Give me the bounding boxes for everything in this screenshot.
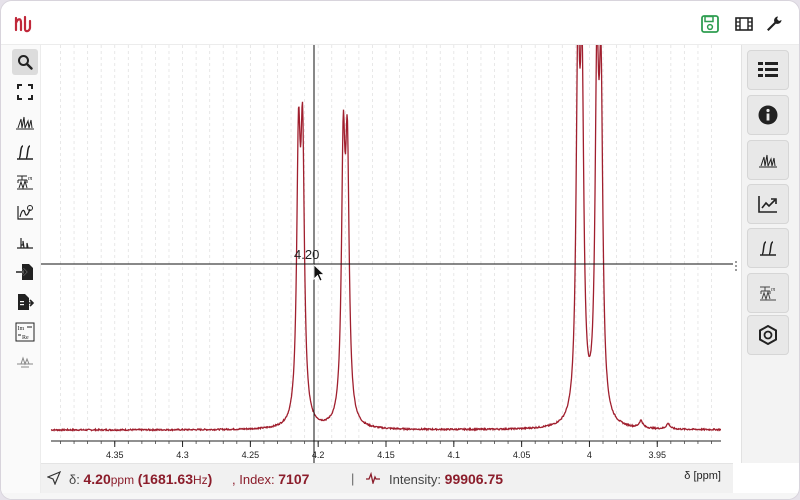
x-tick-label: 4.1 — [448, 450, 461, 460]
axis-unit-label: δ [ppm] — [684, 470, 721, 482]
information-icon[interactable] — [747, 95, 789, 135]
panel-splitter[interactable] — [734, 259, 738, 273]
intensity-label: Intensity: — [389, 472, 442, 487]
delta-unit: ppm — [110, 473, 135, 487]
x-tick-label: 4.35 — [106, 450, 124, 460]
multiplets-panel-icon[interactable]: m — [747, 273, 789, 313]
svg-text:Im: Im — [18, 326, 25, 332]
intensity-value: 99906.75 — [444, 471, 504, 487]
spectrum-tool-icon[interactable] — [12, 349, 38, 375]
baseline-icon[interactable] — [12, 229, 38, 255]
status-separator: | — [351, 471, 355, 486]
index-value: 7107 — [278, 471, 310, 487]
crosshair-label: 4.20 — [294, 247, 319, 262]
delta-value: 4.20 — [83, 471, 111, 487]
phase-correction-icon[interactable] — [12, 199, 38, 225]
mouse-cursor-icon — [313, 264, 326, 282]
delta-readout: δ: 4.20ppm (1681.63Hz) — [69, 471, 212, 487]
delta-prefix: δ: — [69, 472, 80, 487]
integrals-panel-icon[interactable] — [747, 228, 789, 268]
save-icon[interactable] — [699, 13, 721, 35]
export-icon[interactable] — [12, 289, 38, 315]
intensity-icon — [365, 471, 381, 487]
peaks-panel-icon[interactable] — [747, 140, 789, 180]
index-label: , Index: — [232, 472, 275, 487]
integral-icon[interactable] — [12, 139, 38, 165]
svg-text:Re: Re — [22, 335, 29, 341]
x-tick-label: 4.2 — [312, 450, 325, 460]
wrench-icon[interactable] — [763, 13, 785, 35]
top-toolbar — [1, 1, 799, 45]
real-imaginary-icon[interactable]: Im Re — [12, 319, 38, 345]
chart-export-icon[interactable] — [747, 184, 789, 224]
hz-unit: Hz — [192, 473, 208, 487]
intensity-readout: Intensity: 99906.75 — [389, 471, 503, 487]
status-bar: δ: 4.20ppm (1681.63Hz) , Index: 7107 | I… — [41, 463, 733, 493]
x-tick-label: 4.05 — [513, 450, 531, 460]
index-readout: , Index: 7107 — [232, 471, 309, 487]
right-panel-bar: m — [741, 45, 799, 463]
x-tick-label: 4 — [587, 450, 592, 460]
hz-open: ( — [137, 471, 143, 487]
hz-value: 1681.63 — [142, 471, 193, 487]
full-screen-icon[interactable] — [12, 79, 38, 105]
peak-picking-icon[interactable] — [12, 109, 38, 135]
x-axis: 4.35 4.3 4.25 4.2 4.15 4.1 4.05 4 3.95 — [51, 440, 721, 460]
bottom-strip — [1, 493, 799, 499]
import-icon[interactable] — [12, 259, 38, 285]
splitter-dots-icon — [735, 261, 737, 271]
structures-panel-icon[interactable] — [747, 315, 789, 355]
x-tick-label: 3.95 — [648, 450, 666, 460]
spectrum-trace — [50, 8, 722, 432]
multiplet-icon[interactable]: m — [12, 169, 38, 195]
hz-close: ) — [207, 471, 213, 487]
x-tick-label: 4.15 — [377, 450, 395, 460]
spectra-list-icon[interactable] — [747, 50, 789, 90]
x-tick-label: 4.3 — [176, 450, 189, 460]
spectrum-plot[interactable]: 4.35 4.3 4.25 4.2 4.15 4.1 4.05 4 3.95 4.20 — [41, 8, 733, 463]
svg-text:m: m — [771, 287, 776, 293]
spectrum-chart[interactable]: 4.35 4.3 4.25 4.2 4.15 4.1 4.05 4 3.95 4.20 — [41, 8, 733, 463]
grid-lines — [60, 45, 712, 441]
navigation-arrow-icon — [46, 470, 62, 488]
x-tick-label: 4.25 — [242, 450, 260, 460]
zoom-tool-icon[interactable] — [12, 49, 38, 75]
svg-text:m: m — [28, 176, 33, 182]
film-icon[interactable] — [733, 13, 755, 35]
nmrium-logo-icon[interactable] — [13, 13, 35, 35]
left-toolbar: m Im Re — [1, 45, 41, 499]
